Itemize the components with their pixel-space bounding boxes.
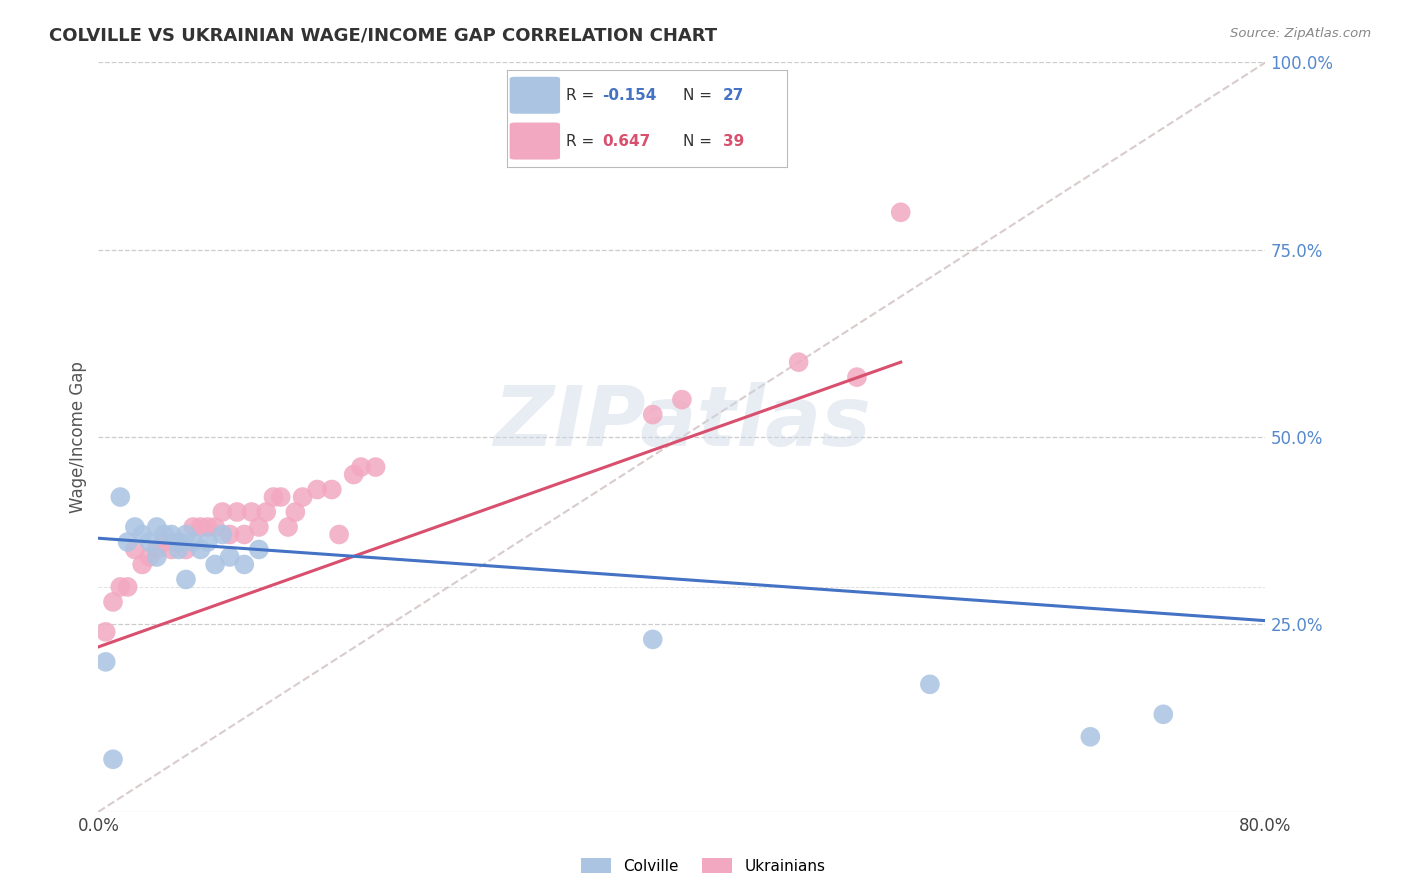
- Point: [343, 467, 366, 482]
- Point: [181, 520, 204, 534]
- Point: [160, 527, 183, 541]
- Point: [146, 520, 169, 534]
- Point: [218, 527, 240, 541]
- Point: [190, 542, 212, 557]
- Point: [94, 655, 117, 669]
- Point: [204, 520, 226, 534]
- Point: [117, 580, 139, 594]
- Point: [197, 535, 219, 549]
- Point: [218, 549, 240, 564]
- Point: [94, 624, 117, 639]
- Point: [671, 392, 693, 407]
- Point: [233, 527, 256, 541]
- Point: [890, 205, 912, 219]
- Point: [254, 505, 277, 519]
- Point: [174, 527, 197, 541]
- Point: [174, 573, 197, 587]
- Point: [181, 535, 204, 549]
- Text: Source: ZipAtlas.com: Source: ZipAtlas.com: [1230, 27, 1371, 40]
- Point: [167, 535, 190, 549]
- Point: [146, 549, 169, 564]
- Point: [364, 460, 387, 475]
- Point: [328, 527, 350, 541]
- Point: [146, 542, 169, 557]
- Point: [321, 483, 343, 497]
- Point: [174, 542, 197, 557]
- Point: [153, 535, 176, 549]
- Point: [641, 632, 664, 647]
- Point: [190, 520, 212, 534]
- Point: [124, 520, 146, 534]
- Point: [153, 527, 176, 541]
- Point: [262, 490, 284, 504]
- Y-axis label: Wage/Income Gap: Wage/Income Gap: [69, 361, 87, 513]
- Point: [138, 535, 160, 549]
- Point: [110, 580, 132, 594]
- Point: [918, 677, 941, 691]
- Point: [124, 542, 146, 557]
- Point: [211, 527, 233, 541]
- Point: [307, 483, 329, 497]
- Point: [226, 505, 249, 519]
- Point: [131, 527, 153, 541]
- Point: [1152, 707, 1174, 722]
- Point: [167, 535, 190, 549]
- Point: [211, 505, 233, 519]
- Point: [247, 542, 270, 557]
- Point: [270, 490, 292, 504]
- Point: [284, 505, 307, 519]
- Point: [233, 558, 256, 572]
- Text: ZIPatlas: ZIPatlas: [494, 382, 870, 463]
- Point: [787, 355, 810, 369]
- Point: [846, 370, 869, 384]
- Point: [277, 520, 299, 534]
- Point: [117, 535, 139, 549]
- Point: [131, 558, 153, 572]
- Point: [197, 520, 219, 534]
- Text: COLVILLE VS UKRAINIAN WAGE/INCOME GAP CORRELATION CHART: COLVILLE VS UKRAINIAN WAGE/INCOME GAP CO…: [49, 27, 717, 45]
- Point: [138, 549, 160, 564]
- Point: [110, 490, 132, 504]
- Point: [101, 595, 124, 609]
- Legend: Colville, Ukrainians: Colville, Ukrainians: [575, 852, 831, 880]
- Point: [1080, 730, 1102, 744]
- Point: [247, 520, 270, 534]
- Point: [350, 460, 373, 475]
- Point: [167, 542, 190, 557]
- Point: [291, 490, 314, 504]
- Point: [101, 752, 124, 766]
- Point: [240, 505, 263, 519]
- Point: [641, 408, 664, 422]
- Point: [204, 558, 226, 572]
- Point: [160, 542, 183, 557]
